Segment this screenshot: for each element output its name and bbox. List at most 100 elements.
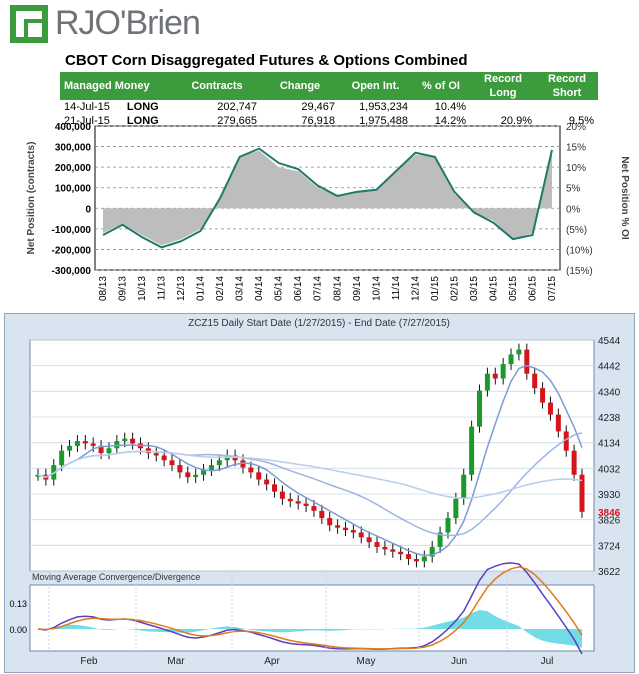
candle-body [201,469,207,475]
price-tick-label: 4340 [598,387,621,398]
candle-body [547,402,553,415]
y2-tick-label: (15%) [566,266,593,277]
x-tick-label: 02/14 [215,276,226,301]
month-label: Jun [451,656,467,667]
month-label: Mar [167,656,185,667]
price-chart-title: ZCZ15 Daily Start Date (1/27/2015) - End… [188,318,450,329]
x-tick-label: 08/14 [332,276,343,301]
x-tick-label: 04/14 [254,276,265,301]
row-open-int: 1,953,234 [359,101,408,113]
row-change: 76,918 [301,115,335,127]
table-row: 21-Jul-15 LONG 279,665 76,918 1,975,488 … [60,114,598,128]
candle-body [366,537,372,543]
macd-tick-label: 0.13 [9,599,27,609]
candle-body [59,450,65,466]
candle-body [374,542,380,547]
row-position: LONG [126,115,159,127]
row-date: 14-Jul-15 [64,101,110,113]
y-tick-label: 400,000 [55,122,92,133]
candle-body [342,527,348,531]
candle-body [461,474,467,499]
price-tick-label: 3724 [598,541,621,552]
candle-body [437,532,443,547]
x-tick-label: 12/13 [176,276,187,301]
candle-body [240,460,246,468]
y2-tick-label: 15% [566,143,586,154]
table-header: Contracts [173,72,261,100]
candle-body [540,388,546,403]
candle-body [390,549,396,552]
candle-body [382,546,388,550]
x-tick-label: 01/14 [196,276,207,301]
x-tick-label: 05/15 [508,276,519,301]
price-tick-label: 4238 [598,413,621,424]
candle-body [90,443,96,446]
price-tick-label: 4442 [598,362,621,373]
candle-body [350,530,356,533]
candle-body [445,518,451,533]
net-position-area [103,150,552,246]
candle-body [579,474,585,512]
candle-body [429,546,435,557]
candle-body [477,390,483,427]
y-tick-label: 0 [85,204,91,215]
price-tick-label: 3622 [598,567,621,578]
candle-body [524,349,530,374]
x-tick-label: 03/15 [469,276,480,301]
row-pct-oi: 14.2% [434,115,466,127]
candle-body [122,438,128,442]
candle-body [74,441,80,446]
candle-body [508,354,514,365]
candle-body [279,491,285,499]
price-tick-label: 4544 [598,336,621,347]
x-tick-label: 08/13 [98,276,109,301]
candle-body [130,438,136,444]
pct-oi-line [102,147,553,249]
y-tick-label: -100,000 [52,225,92,236]
positions-table: Managed Money Contracts Change Open Int.… [60,72,598,128]
y-tick-label: 100,000 [55,184,92,195]
candle-body [98,445,104,454]
x-tick-label: 07/15 [547,276,558,301]
x-tick-label: 09/14 [352,276,363,301]
candle-body [303,503,309,507]
candle-body [469,426,475,475]
x-tick-label: 04/15 [488,276,499,301]
macd-title: Moving Average Convergence/Divergence [32,572,200,582]
y2-tick-label: 10% [566,163,586,174]
candle-body [398,551,404,555]
candle-body [492,373,498,379]
y-tick-label: -300,000 [52,266,92,277]
rjo-logo-icon [10,5,48,43]
table-header: Open Int. [339,72,412,100]
candle-body [169,460,175,466]
x-tick-label: 10/13 [137,276,148,301]
candle-body [185,472,191,478]
month-label: Jul [541,656,554,667]
x-tick-label: 10/14 [371,276,382,301]
candle-body [287,498,293,502]
candle-body [264,479,270,485]
table-header: Record Long [470,72,536,100]
candle-body [563,431,569,451]
candle-body [161,455,167,461]
candle-body [532,373,538,389]
candle-body [453,498,459,519]
row-position: LONG [126,101,159,113]
y-tick-label: 200,000 [55,163,92,174]
x-tick-label: 09/13 [118,276,129,301]
y2-tick-label: (10%) [566,245,593,256]
candle-body [35,474,41,477]
table-header: Change [261,72,339,100]
ma-long-line [37,450,583,499]
price-chart: ZCZ15 Daily Start Date (1/27/2015) - End… [9,318,621,667]
price-tick-label: 4134 [598,439,621,450]
month-label: May [357,656,376,667]
row-open-int: 1,975,488 [359,115,408,127]
candle-body [311,506,317,511]
x-tick-label: 06/15 [527,276,538,301]
candle-body [571,450,577,475]
candle-body [555,414,561,432]
y2-tick-label: 5% [566,184,581,195]
candle-body [153,453,159,456]
